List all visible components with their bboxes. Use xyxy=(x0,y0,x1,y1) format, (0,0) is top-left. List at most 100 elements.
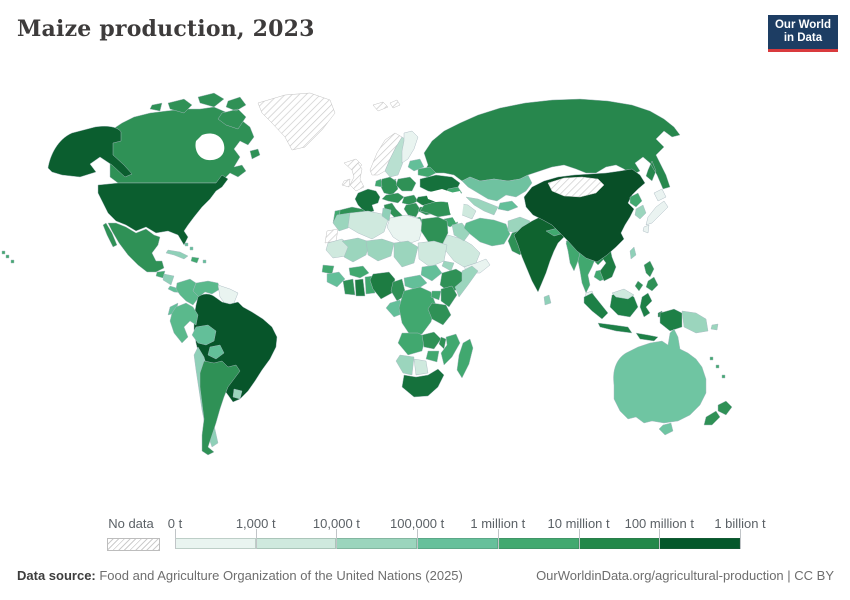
region-greenland[interactable] xyxy=(257,92,336,151)
region-balkans[interactable] xyxy=(403,202,421,218)
region-north-korea[interactable] xyxy=(629,192,643,208)
region-libya[interactable] xyxy=(386,214,424,246)
region-svalbard[interactable] xyxy=(372,99,401,112)
region-colombia[interactable] xyxy=(175,278,200,306)
region-south-africa[interactable] xyxy=(401,368,445,398)
region-russia[interactable] xyxy=(421,98,681,190)
region-united-states[interactable] xyxy=(97,174,229,246)
region-malaysia-borneo[interactable] xyxy=(611,288,635,300)
region-canada[interactable] xyxy=(109,106,261,184)
region-uganda[interactable] xyxy=(430,290,442,301)
region-niger[interactable] xyxy=(365,238,395,262)
region-botswana[interactable] xyxy=(413,358,429,376)
region-somalia[interactable] xyxy=(454,265,479,298)
region-hawaii[interactable] xyxy=(1,250,15,264)
region-tanzania[interactable] xyxy=(427,302,452,326)
region-caribbean-islands[interactable] xyxy=(184,242,207,264)
region-kazakhstan[interactable] xyxy=(461,174,533,202)
region-nigeria[interactable] xyxy=(369,271,396,300)
region-mongolia[interactable] xyxy=(547,176,605,198)
region-france[interactable] xyxy=(354,188,381,214)
region-algeria[interactable] xyxy=(347,210,389,240)
region-czech-austria[interactable] xyxy=(381,192,405,204)
region-hungary-slovakia[interactable] xyxy=(401,194,419,206)
region-south-sudan[interactable] xyxy=(420,264,443,282)
region-sudan[interactable] xyxy=(417,240,448,268)
region-namibia[interactable] xyxy=(395,354,415,376)
legend-bin-5[interactable] xyxy=(578,538,660,549)
region-central-african-republic[interactable] xyxy=(403,274,428,291)
region-egypt[interactable] xyxy=(420,216,449,246)
region-hispaniola[interactable] xyxy=(190,256,200,264)
world-map[interactable] xyxy=(0,75,850,515)
region-peru[interactable] xyxy=(169,302,199,344)
region-uruguay[interactable] xyxy=(232,388,243,400)
region-iran[interactable] xyxy=(463,217,511,247)
legend-bin-3[interactable] xyxy=(417,538,498,549)
region-zimbabwe[interactable] xyxy=(425,350,440,363)
legend-no-data-label: No data xyxy=(108,516,154,531)
region-guatemala-belize[interactable] xyxy=(155,270,166,279)
region-uzbekistan[interactable] xyxy=(465,196,499,216)
region-indonesia[interactable] xyxy=(583,290,664,342)
legend-tick-label: 10,000 t xyxy=(312,516,360,531)
region-canada-arctic-islands[interactable] xyxy=(149,92,247,130)
region-ghana[interactable] xyxy=(354,278,366,297)
region-madagascar[interactable] xyxy=(456,338,474,379)
region-pacific-islands[interactable] xyxy=(709,356,726,379)
region-gabon-congo[interactable] xyxy=(385,299,405,318)
legend-no-data-swatch[interactable] xyxy=(107,538,160,551)
region-honduras-nicaragua[interactable] xyxy=(162,273,175,286)
region-paraguay[interactable] xyxy=(207,344,225,360)
legend-bin-6[interactable] xyxy=(659,538,740,549)
region-guinea-group[interactable] xyxy=(326,271,346,288)
region-alaska[interactable] xyxy=(47,126,133,178)
owid-logo[interactable]: Our World in Data xyxy=(768,15,838,52)
region-eritrea-djibouti[interactable] xyxy=(441,260,455,272)
region-zambia[interactable] xyxy=(421,331,442,350)
license-link[interactable]: OurWorldinData.org/agricultural-producti… xyxy=(536,568,834,583)
owid-logo-text: Our World in Data xyxy=(774,19,831,44)
region-benelux[interactable] xyxy=(374,178,383,188)
region-mexico[interactable] xyxy=(102,222,165,273)
region-chad[interactable] xyxy=(393,240,419,268)
legend-tick-label: 0 t xyxy=(167,516,183,531)
region-west-papua[interactable] xyxy=(659,308,683,332)
region-bolivia[interactable] xyxy=(191,324,217,346)
region-kyrgyzstan-tajikistan[interactable] xyxy=(497,200,519,212)
region-finland[interactable] xyxy=(401,130,419,164)
region-cuba[interactable] xyxy=(165,249,189,260)
region-kenya[interactable] xyxy=(440,285,458,308)
region-china[interactable] xyxy=(523,168,646,263)
region-south-korea[interactable] xyxy=(634,204,647,220)
region-belarus[interactable] xyxy=(417,166,437,178)
region-sri-lanka[interactable] xyxy=(543,294,552,306)
region-ireland[interactable] xyxy=(341,178,351,188)
region-papua-new-guinea[interactable] xyxy=(681,310,719,334)
legend-tick xyxy=(578,529,580,549)
region-united-kingdom[interactable] xyxy=(349,162,365,192)
legend-bin-1[interactable] xyxy=(255,538,337,549)
legend-bin-2[interactable] xyxy=(336,538,418,549)
region-dr-congo[interactable] xyxy=(398,286,437,336)
region-senegal[interactable] xyxy=(321,264,335,275)
region-ivory-coast[interactable] xyxy=(342,278,356,296)
region-australia[interactable] xyxy=(613,328,707,424)
region-caspian-sea xyxy=(448,191,464,223)
legend-bin-4[interactable] xyxy=(497,538,579,549)
region-baltics[interactable] xyxy=(407,158,425,172)
region-mali[interactable] xyxy=(341,237,371,263)
region-poland[interactable] xyxy=(395,176,417,192)
legend-bin-0[interactable] xyxy=(175,538,256,549)
region-venezuela[interactable] xyxy=(192,280,221,298)
region-japan[interactable] xyxy=(642,188,669,234)
region-angola[interactable] xyxy=(397,332,427,356)
legend-tick xyxy=(497,529,499,549)
region-philippines[interactable] xyxy=(634,260,659,292)
region-tasmania[interactable] xyxy=(658,422,674,436)
region-argentina[interactable] xyxy=(199,360,241,456)
region-mozambique[interactable] xyxy=(440,333,461,366)
region-burkina-faso[interactable] xyxy=(348,265,370,279)
region-taiwan[interactable] xyxy=(629,246,637,260)
region-new-zealand[interactable] xyxy=(703,400,733,426)
